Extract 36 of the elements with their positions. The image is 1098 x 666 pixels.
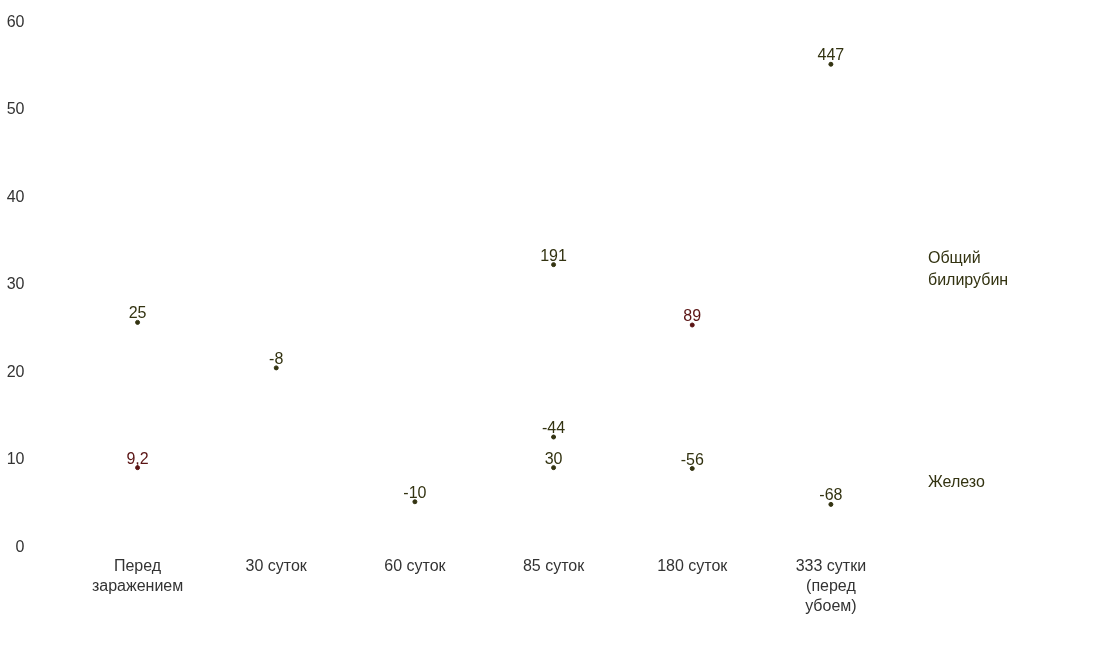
x-tick-label: 60 суток [384,556,447,574]
annotation: 191 [540,246,568,264]
point [689,466,695,471]
y-tick-label: 10 [6,450,25,467]
y-tick-label: 50 [6,100,25,117]
point [828,501,834,507]
x-tick-label: Перед заражением [91,556,184,594]
text: Общий билирубин [927,249,1009,289]
y-tick-label: 0 [15,537,25,555]
annotation: -8 [269,349,284,367]
point [551,434,557,440]
annotation: 9,2 [126,449,149,467]
annotation: 25 [128,304,147,322]
x-tick-label: 333 сутки (перед убоем) [795,556,867,615]
point [551,262,557,268]
x-tick-label: 85 суток [522,556,586,574]
y-tick-label: 60 [6,12,25,30]
annotation: -10 [403,483,427,501]
y-tick-label: 30 [6,275,25,292]
y-tick-label: 20 [6,362,25,380]
text: Железо [927,473,985,491]
point [412,499,418,505]
annotation: -44 [542,419,566,436]
point [135,319,141,325]
annotation: 447 [817,46,845,64]
annotation: -56 [680,450,704,468]
annotation: 89 [683,307,702,324]
y-tick-label: 40 [6,187,25,205]
point [551,465,557,471]
annotation: -68 [819,486,843,504]
x-tick-label: 180 суток [657,556,729,574]
x-tick-label: 30 суток [245,556,308,574]
point [689,322,695,328]
point [828,61,834,67]
annotation: 30 [544,449,563,467]
point [273,365,279,371]
